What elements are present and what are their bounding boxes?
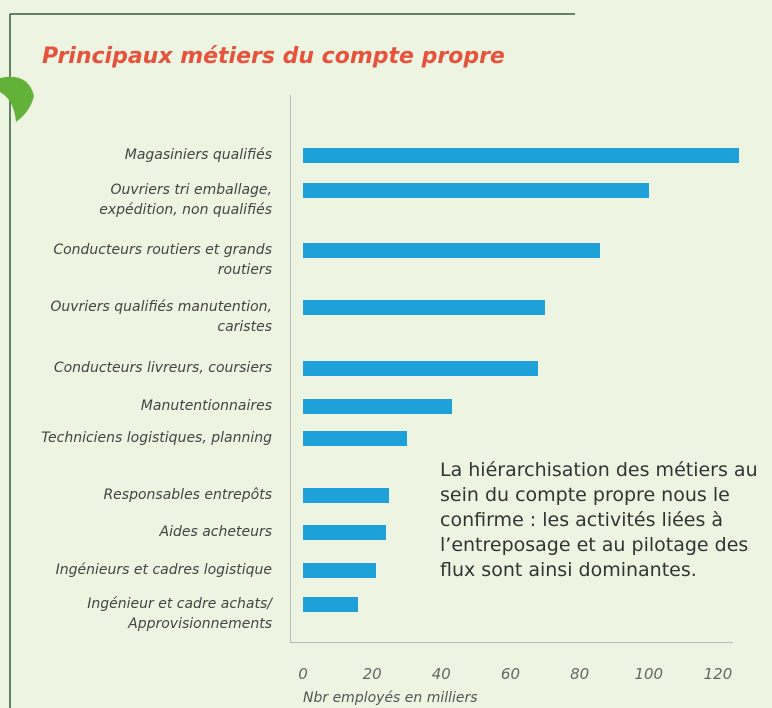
x-tick-label: 20 xyxy=(362,665,382,683)
x-tick-label: 80 xyxy=(570,665,590,683)
bar xyxy=(303,562,376,578)
x-tick-label: 40 xyxy=(431,665,451,683)
bar xyxy=(303,430,407,446)
annotation: La hiérarchisation des métiers au sein d… xyxy=(440,459,758,581)
bar xyxy=(303,487,390,503)
bar xyxy=(303,524,386,540)
bar xyxy=(303,242,601,258)
category-label: Manutentionnaires xyxy=(140,398,272,414)
category-label: Responsables entrepôts xyxy=(103,487,272,503)
category-label: Ouvriers tri emballage, expédition, non … xyxy=(99,182,272,218)
bar xyxy=(303,360,539,376)
category-label: Aides acheteurs xyxy=(159,524,273,540)
bar xyxy=(303,398,452,414)
category-label: Conducteurs livreurs, coursiers xyxy=(53,360,272,376)
category-label: Ouvriers qualifiés manutention, caristes xyxy=(50,299,272,335)
category-label: Magasiniers qualifiés xyxy=(124,147,272,163)
bar xyxy=(303,596,359,612)
x-tick-label: 100 xyxy=(634,665,664,683)
y-axis xyxy=(290,95,291,642)
x-axis-label: Nbr employés en milliers xyxy=(303,690,478,706)
x-tick-label: 120 xyxy=(703,665,733,683)
category-label: Ingénieurs et cadres logistique xyxy=(55,562,272,578)
x-tick-label: 60 xyxy=(500,665,521,683)
chart-title: Principaux métiers du compte propre xyxy=(42,44,505,69)
category-label: Techniciens logistiques, planning xyxy=(41,430,272,446)
bar xyxy=(303,182,649,198)
category-label: Conducteurs routiers et grands routiers xyxy=(53,242,272,278)
bar xyxy=(303,299,546,315)
x-axis xyxy=(290,642,733,643)
bar xyxy=(303,147,739,163)
category-label: Ingénieur et cadre achats/ Approvisionne… xyxy=(87,596,272,632)
x-tick-label: 0 xyxy=(298,665,308,683)
